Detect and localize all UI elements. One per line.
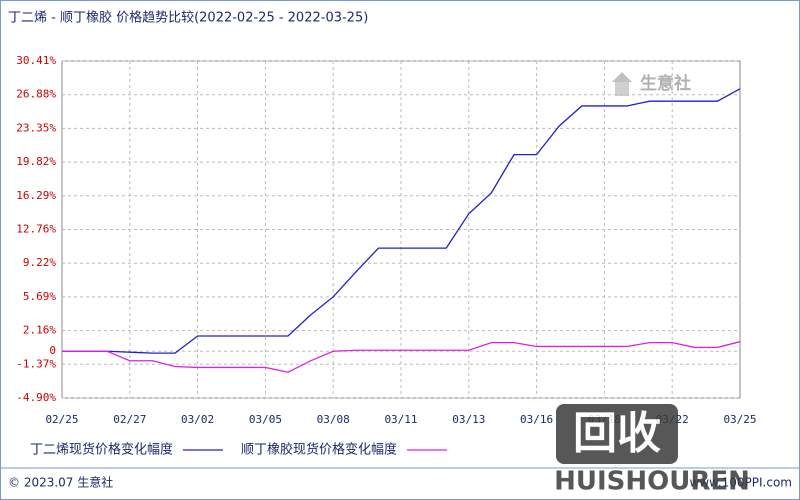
y-tick-label: 2.16% [23, 324, 56, 337]
y-tick-label: 5.69% [23, 290, 56, 303]
x-tick-label: 03/08 [317, 413, 350, 426]
chart-title: 丁二烯 - 顺丁橡胶 价格趋势比较(2022-02-25 - 2022-03-2… [8, 10, 368, 26]
legend-label: 丁二烯现货价格变化幅度 [30, 442, 173, 458]
legend-label: 顺丁橡胶现货价格变化幅度 [241, 442, 397, 458]
y-tick-label: 19.82% [16, 155, 56, 168]
watermark-cn: 回收 [573, 408, 661, 459]
logo-body [615, 82, 629, 96]
x-tick-label: 02/25 [45, 413, 78, 426]
y-tick-label: 23.35% [16, 121, 56, 134]
x-tick-label: 03/25 [723, 413, 756, 426]
y-tick-label: 26.88% [16, 88, 56, 101]
watermark: 回收 HUISHOUREN [554, 404, 750, 497]
y-tick-label: 16.29% [16, 189, 56, 202]
y-tick-label: -1.37% [16, 357, 56, 370]
footer-left: © 2023.07 生意社 [8, 475, 113, 490]
watermark-box [556, 404, 678, 464]
logo-text: 生意社 [640, 73, 691, 94]
y-tick-label: 0 [49, 344, 56, 357]
footer-right: www.100PPI.com [689, 476, 792, 490]
logo-roof [612, 72, 632, 82]
y-tick-label: -4.90% [16, 391, 56, 404]
x-tick-label: 03/16 [520, 413, 553, 426]
logo: 生意社 [612, 72, 691, 96]
x-tick-label: 03/11 [384, 413, 417, 426]
y-tick-label: 12.76% [16, 222, 56, 235]
x-tick-label: 03/02 [181, 413, 214, 426]
x-tick-label: 03/05 [249, 413, 282, 426]
y-tick-label: 30.41% [16, 54, 56, 67]
watermark-en: HUISHOUREN [554, 467, 750, 497]
x-tick-label: 02/27 [113, 413, 146, 426]
x-tick-label: 03/13 [452, 413, 485, 426]
series-line [62, 88, 741, 354]
series-line [62, 341, 741, 373]
y-tick-label: 9.22% [23, 256, 56, 269]
